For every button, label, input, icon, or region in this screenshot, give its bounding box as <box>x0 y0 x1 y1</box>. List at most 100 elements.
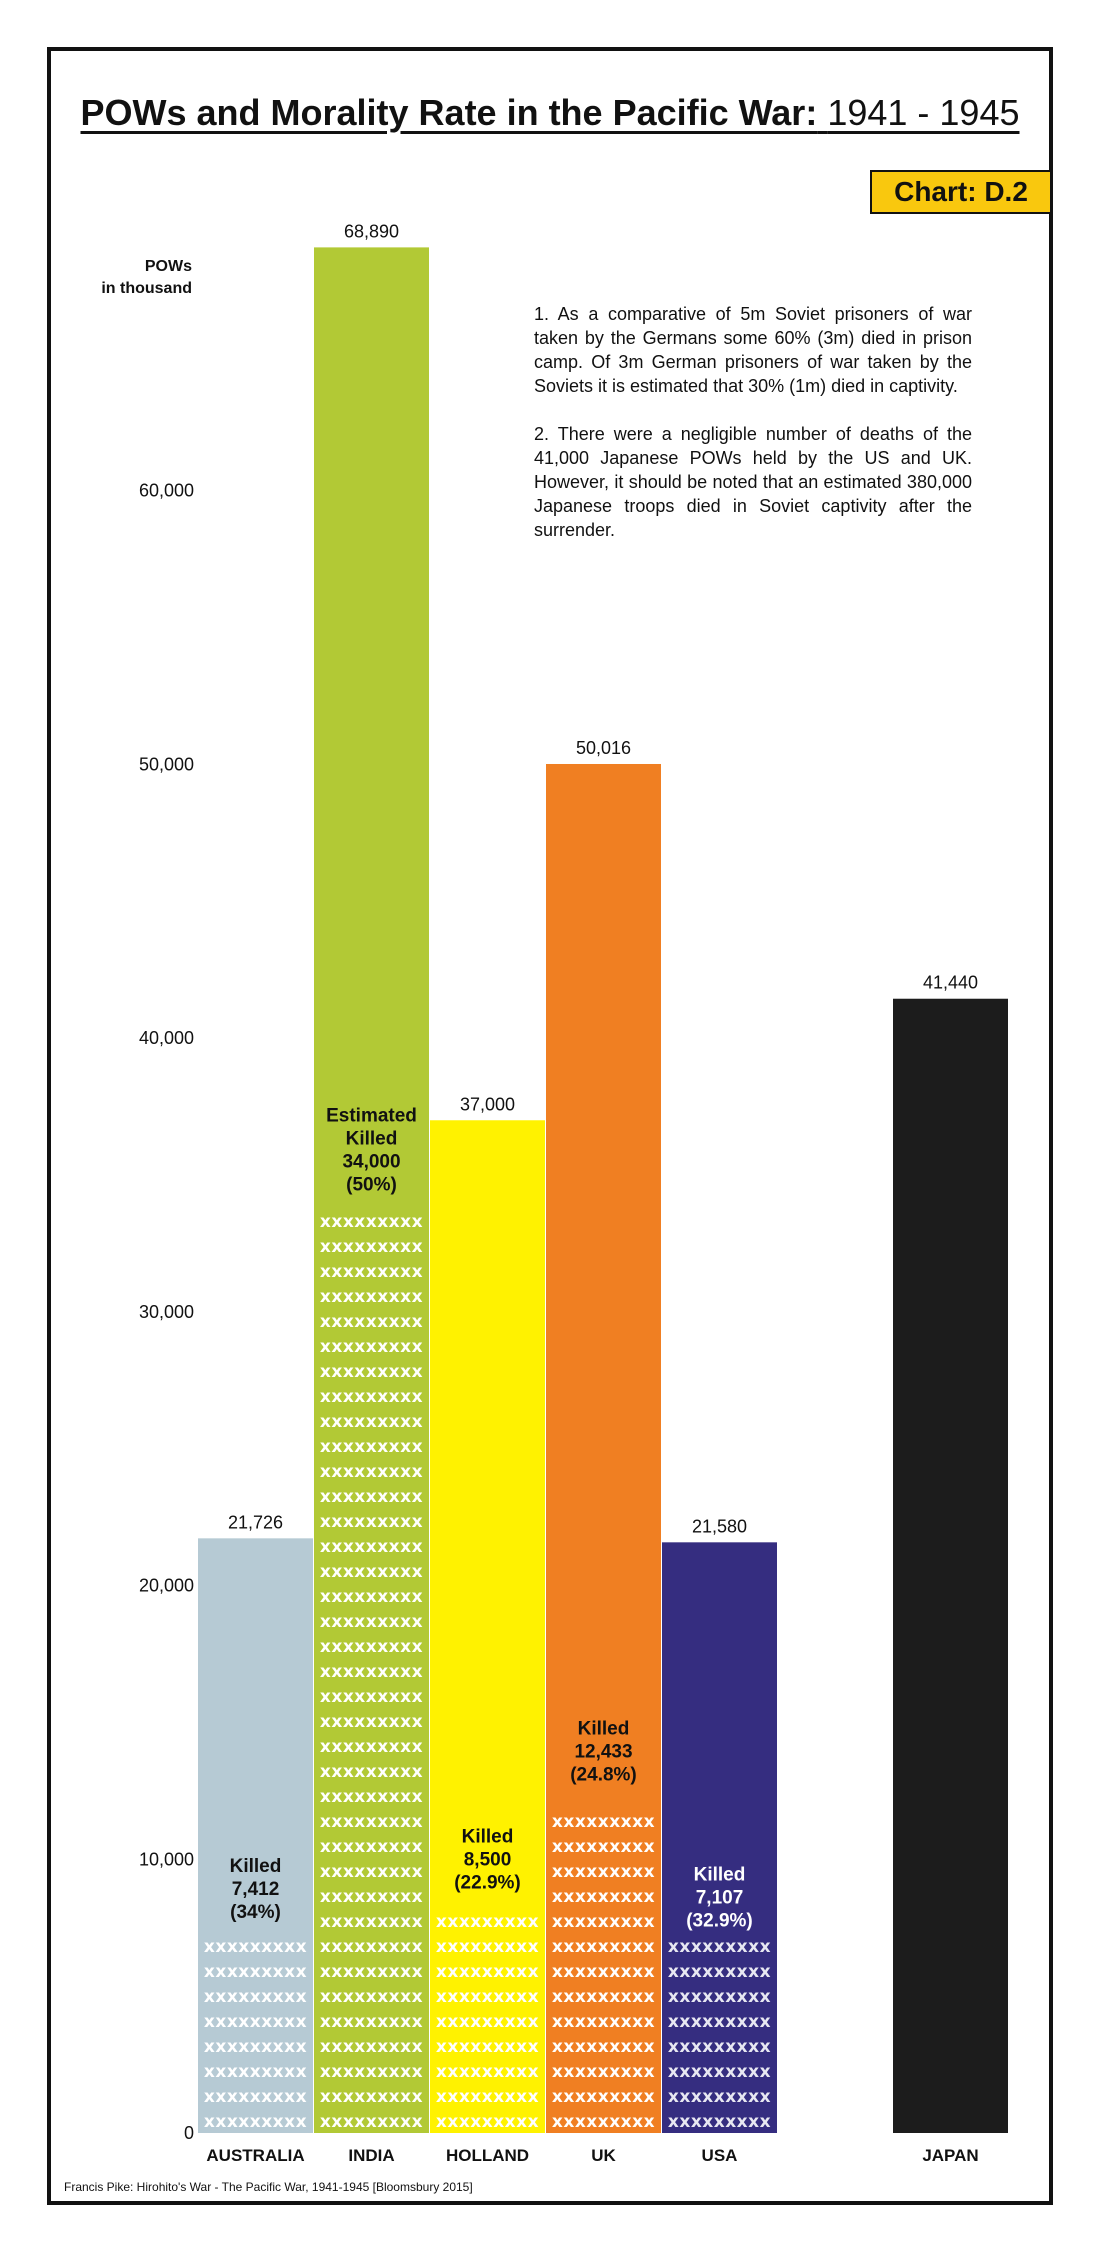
killed-pattern-row-holland: xxxxxxxxx <box>436 2037 539 2057</box>
killed-pattern-row-india: xxxxxxxxx <box>320 1987 423 2007</box>
killed-pattern-row-india: xxxxxxxxx <box>320 1837 423 1857</box>
value-label-uk: 50,016 <box>576 738 631 758</box>
killed-pattern-row-india: xxxxxxxxx <box>320 1437 423 1457</box>
killed-pattern-row-india: xxxxxxxxx <box>320 1812 423 1832</box>
killed-pattern-row-usa: xxxxxxxxx <box>668 2112 771 2132</box>
bar-uk <box>546 763 661 2133</box>
y-tick-label: 50,000 <box>139 754 194 774</box>
killed-pattern-row-australia: xxxxxxxxx <box>204 2012 307 2032</box>
y-tick-label: 60,000 <box>139 481 194 501</box>
killed-pattern-row-australia: xxxxxxxxx <box>204 2112 307 2132</box>
killed-pattern-row-india: xxxxxxxxx <box>320 1362 423 1382</box>
killed-pattern-row-india: xxxxxxxxx <box>320 1612 423 1632</box>
killed-pattern-row-india: xxxxxxxxx <box>320 2062 423 2082</box>
killed-pattern-row-uk: xxxxxxxxx <box>552 2062 655 2082</box>
killed-label-uk: (24.8%) <box>570 1765 637 1786</box>
killed-pattern-row-india: xxxxxxxxx <box>320 1562 423 1582</box>
killed-pattern-row-india: xxxxxxxxx <box>320 1537 423 1557</box>
killed-label-uk: Killed <box>578 1719 630 1740</box>
killed-pattern-row-uk: xxxxxxxxx <box>552 2037 655 2057</box>
killed-pattern-row-uk: xxxxxxxxx <box>552 2087 655 2107</box>
killed-pattern-row-uk: xxxxxxxxx <box>552 1837 655 1857</box>
killed-pattern-row-india: xxxxxxxxx <box>320 1387 423 1407</box>
bar-australia <box>198 1538 313 2133</box>
killed-pattern-row-australia: xxxxxxxxx <box>204 1962 307 1982</box>
killed-pattern-row-india: xxxxxxxxx <box>320 2012 423 2032</box>
killed-pattern-row-india: xxxxxxxxx <box>320 2087 423 2107</box>
killed-pattern-row-india: xxxxxxxxx <box>320 1262 423 1282</box>
bar-usa <box>662 1542 777 2133</box>
killed-pattern-row-uk: xxxxxxxxx <box>552 2112 655 2132</box>
y-tick-label: 20,000 <box>139 1576 194 1596</box>
killed-pattern-row-usa: xxxxxxxxx <box>668 1937 771 1957</box>
killed-pattern-row-uk: xxxxxxxxx <box>552 1912 655 1932</box>
killed-pattern-row-india: xxxxxxxxx <box>320 2037 423 2057</box>
killed-pattern-row-usa: xxxxxxxxx <box>668 2087 771 2107</box>
killed-pattern-row-india: xxxxxxxxx <box>320 1337 423 1357</box>
bar-india <box>314 247 429 2133</box>
y-tick-label: 40,000 <box>139 1028 194 1048</box>
killed-pattern-row-india: xxxxxxxxx <box>320 1237 423 1257</box>
value-label-australia: 21,726 <box>228 1512 283 1532</box>
killed-pattern-row-uk: xxxxxxxxx <box>552 1962 655 1982</box>
note-1: 1. As a comparative of 5m Soviet prisone… <box>534 304 972 396</box>
killed-label-holland: (22.9%) <box>454 1872 521 1893</box>
killed-pattern-row-uk: xxxxxxxxx <box>552 1937 655 1957</box>
y-axis-unit-line1: POWs <box>144 258 192 275</box>
category-label-uk: UK <box>591 2146 616 2165</box>
killed-pattern-row-holland: xxxxxxxxx <box>436 1987 539 2007</box>
killed-pattern-row-holland: xxxxxxxxx <box>436 1912 539 1932</box>
bar-holland <box>430 1120 545 2133</box>
killed-pattern-row-india: xxxxxxxxx <box>320 2112 423 2132</box>
value-label-holland: 37,000 <box>460 1094 515 1114</box>
killed-label-australia: (34%) <box>230 1902 281 1923</box>
source-citation: Francis Pike: Hirohito's War - The Pacif… <box>64 2180 473 2194</box>
killed-pattern-row-india: xxxxxxxxx <box>320 1637 423 1657</box>
killed-pattern-row-uk: xxxxxxxxx <box>552 1862 655 1882</box>
killed-pattern-row-holland: xxxxxxxxx <box>436 2112 539 2132</box>
killed-pattern-row-australia: xxxxxxxxx <box>204 1937 307 1957</box>
y-axis-unit-line2: in thousand <box>101 280 192 297</box>
killed-pattern-row-india: xxxxxxxxx <box>320 1762 423 1782</box>
killed-pattern-row-india: xxxxxxxxx <box>320 1787 423 1807</box>
killed-label-india: 34,000 <box>342 1151 400 1172</box>
killed-pattern-row-holland: xxxxxxxxx <box>436 1937 539 1957</box>
y-tick-label: 10,000 <box>139 1849 194 1869</box>
killed-pattern-row-india: xxxxxxxxx <box>320 1962 423 1982</box>
killed-pattern-row-uk: xxxxxxxxx <box>552 1887 655 1907</box>
killed-pattern-row-india: xxxxxxxxx <box>320 1587 423 1607</box>
y-tick-label: 30,000 <box>139 1302 194 1322</box>
killed-pattern-row-australia: xxxxxxxxx <box>204 2037 307 2057</box>
killed-pattern-row-india: xxxxxxxxx <box>320 1287 423 1307</box>
category-label-holland: HOLLAND <box>446 2146 529 2165</box>
note-2: 2. There were a negligible number of dea… <box>534 424 972 540</box>
killed-label-usa: Killed <box>694 1864 746 1885</box>
notes-block: 1. As a comparative of 5m Soviet prisone… <box>534 302 972 566</box>
killed-label-australia: 7,412 <box>232 1879 280 1900</box>
bar-japan <box>893 998 1008 2133</box>
killed-pattern-row-usa: xxxxxxxxx <box>668 1962 771 1982</box>
killed-label-holland: Killed <box>462 1826 514 1847</box>
killed-pattern-row-india: xxxxxxxxx <box>320 1912 423 1932</box>
category-label-usa: USA <box>702 2146 738 2165</box>
killed-label-uk: 12,433 <box>574 1742 632 1763</box>
value-label-india: 68,890 <box>344 221 399 241</box>
value-label-usa: 21,580 <box>692 1516 747 1536</box>
killed-pattern-row-india: xxxxxxxxx <box>320 1412 423 1432</box>
y-axis-unit: POWs in thousand <box>60 256 192 300</box>
killed-label-india: Estimated <box>326 1105 417 1126</box>
killed-pattern-row-uk: xxxxxxxxx <box>552 2012 655 2032</box>
killed-label-holland: 8,500 <box>464 1849 512 1870</box>
killed-pattern-row-india: xxxxxxxxx <box>320 1737 423 1757</box>
killed-pattern-row-holland: xxxxxxxxx <box>436 2012 539 2032</box>
killed-pattern-row-india: xxxxxxxxx <box>320 1662 423 1682</box>
killed-pattern-row-india: xxxxxxxxx <box>320 1712 423 1732</box>
killed-pattern-row-usa: xxxxxxxxx <box>668 2062 771 2082</box>
title-main: POWs and Morality Rate in the Pacific Wa… <box>80 92 818 133</box>
killed-pattern-row-usa: xxxxxxxxx <box>668 1987 771 2007</box>
title-years: 1941 - 1945 <box>827 92 1020 133</box>
killed-label-india: Killed <box>346 1128 398 1149</box>
killed-pattern-row-india: xxxxxxxxx <box>320 1862 423 1882</box>
killed-label-australia: Killed <box>230 1856 282 1877</box>
